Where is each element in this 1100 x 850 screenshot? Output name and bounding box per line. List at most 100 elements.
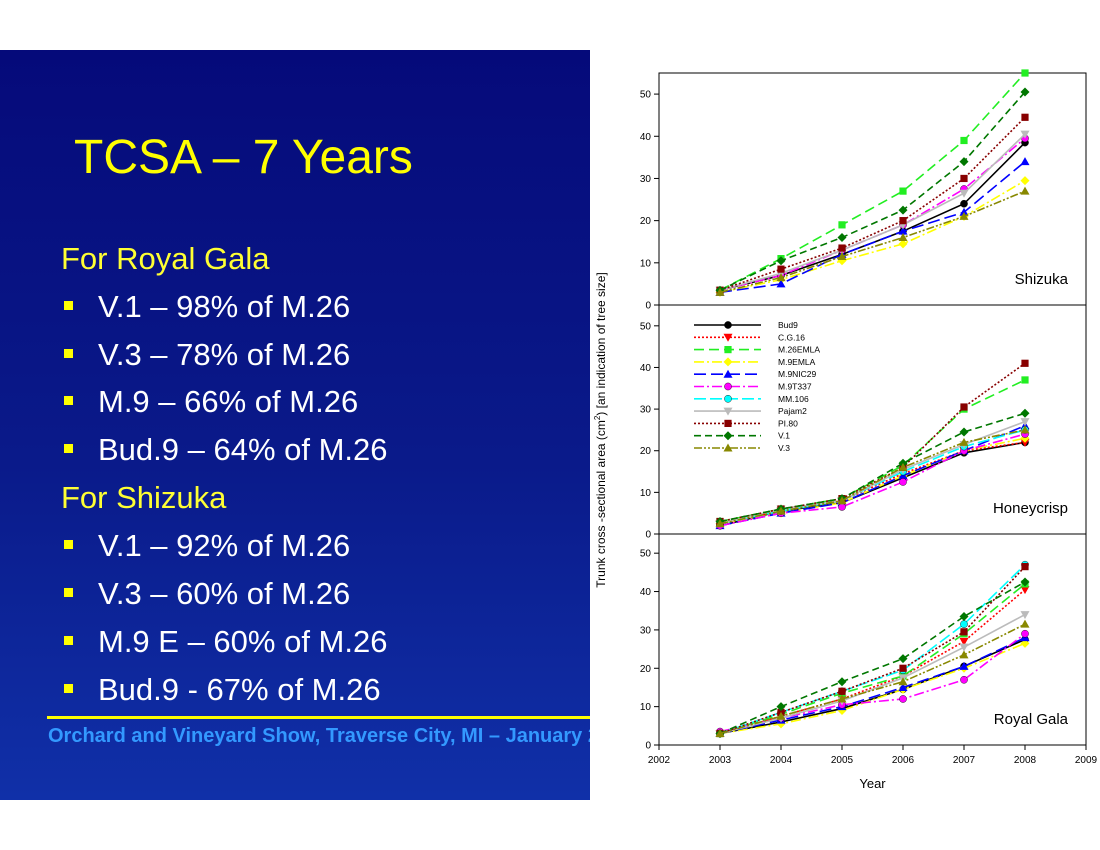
legend-label-m-9nic29: M.9NIC29 [778,369,817,379]
y-tick-label-royal-gala: 20 [640,664,652,675]
series-line-royal-gala-pi-80 [719,566,1026,735]
y-tick-label-shizuka: 20 [640,216,652,227]
data-point-royal-gala-m-9nic29 [959,661,969,670]
y-tick-label-shizuka: 40 [640,132,652,143]
bullet-item: V.1 – 98% of M.26 [64,289,350,325]
x-tick-label: 2004 [770,755,793,766]
data-point-honeycrisp-v-3 [898,462,908,471]
data-point-honeycrisp-pi-80 [1021,359,1029,367]
series-line-royal-gala-v-1 [719,581,1026,735]
data-point-shizuka-v-1 [898,205,908,215]
panel-label-honeycrisp: Honeycrisp [993,500,1068,517]
data-point-royal-gala-m-9t337 [960,675,968,684]
bullet-item: M.9 E – 60% of M.26 [64,624,387,660]
x-tick-label: 2003 [709,755,732,766]
data-point-royal-gala-v-1 [959,611,969,621]
y-tick-label-royal-gala: 40 [640,587,652,598]
legend-marker-c-g-16 [723,333,733,342]
data-point-royal-gala-v-1 [776,702,786,712]
series-line-royal-gala-c-g-16 [719,589,1026,735]
legend-marker-m-9nic29 [723,369,733,378]
bullet-text: V.3 – 60% of M.26 [98,576,351,611]
legend-label-mm-106: MM.106 [778,394,809,404]
data-point-shizuka-m-9nic29 [959,207,969,216]
data-point-shizuka-m-26emla [899,187,907,195]
data-point-shizuka-pajam2 [959,189,969,198]
data-point-royal-gala-m-9t337 [899,695,907,703]
data-point-honeycrisp-v-3 [1020,425,1030,434]
y-tick-label-royal-gala: 30 [640,625,652,636]
data-point-shizuka-m-26emla [1021,69,1029,77]
x-tick-label: 2006 [892,755,915,766]
data-point-shizuka-m-9nic29 [898,226,908,235]
y-tick-label-shizuka: 30 [640,174,652,185]
data-point-royal-gala-mm-106 [960,620,968,628]
series-line-royal-gala-m-26emla [719,583,1026,735]
bullet-text: Bud.9 - 67% of M.26 [98,672,381,707]
data-point-royal-gala-v-1 [1020,577,1030,587]
legend-marker-v-1 [723,431,733,441]
y-tick-label-shizuka: 50 [640,90,652,101]
legend-marker-pajam2 [723,407,733,416]
bullet-item: V.3 – 60% of M.26 [64,576,350,612]
data-point-royal-gala-pi-80 [1021,563,1029,571]
panel-label-shizuka: Shizuka [1015,271,1069,288]
growth-chart: 0 10 20 30 40 50 Shizuka 0 10 20 30 40 50 Honeycrisp 0… [593,69,1098,791]
data-point-royal-gala-m-9emla [1020,638,1030,648]
data-point-royal-gala-v-3 [776,711,786,720]
data-point-shizuka-bud9 [960,199,968,208]
legend-marker-mm-106 [724,394,732,403]
data-point-royal-gala-pi-80 [960,628,968,636]
legend-label-v-3: V.3 [778,443,790,453]
data-point-honeycrisp-v-3 [837,496,847,505]
bullet-square-icon [64,636,73,646]
footer-text: Orchard and Vineyard Show, Traverse City… [48,725,590,747]
data-point-royal-gala-pi-80 [838,687,846,695]
y-tick-label-honeycrisp: 20 [640,446,652,457]
data-point-shizuka-v-3 [1020,186,1030,195]
y-axis-label: Trunk cross -sectional area (cm2) [an in… [593,272,608,587]
bullet-square-icon [64,588,73,598]
bullet-text: Bud.9 – 64% of M.26 [98,432,388,467]
data-point-shizuka-v-3 [837,251,847,260]
panel-label-royal-gala: Royal Gala [994,711,1069,728]
series-line-royal-gala-m-9nic29 [719,636,1026,735]
bullet-item: V.3 – 78% of M.26 [64,337,350,373]
bullet-square-icon [64,540,73,550]
data-point-royal-gala-v-1 [898,654,908,664]
data-point-shizuka-m-26emla [960,136,968,145]
legend-label-m-9emla: M.9EMLA [778,357,816,367]
y-tick-label-royal-gala: 0 [645,741,651,752]
bullet-text: V.1 – 92% of M.26 [98,528,351,563]
legend-marker-m-9t337 [724,382,732,391]
data-point-shizuka-v-3 [715,287,725,296]
bullet-text: M.9 E – 60% of M.26 [98,624,388,659]
series-line-shizuka-pajam2 [719,133,1026,292]
data-point-shizuka-pi-80 [899,217,907,225]
data-point-shizuka-v-1 [837,233,847,243]
x-axis-label: Year [859,776,886,791]
data-point-honeycrisp-v-3 [959,437,969,446]
data-point-honeycrisp-c-g-16 [1020,438,1030,447]
bullet-text: V.3 – 78% of M.26 [98,337,351,372]
data-point-honeycrisp-v-1 [1020,408,1030,418]
series-line-shizuka-v-3 [719,190,1026,294]
data-point-shizuka-pajam2 [1020,130,1030,139]
bullet-item: V.1 – 92% of M.26 [64,528,350,564]
section-heading-shizuka: For Shizuka [61,480,227,515]
series-line-shizuka-m-9emla [719,179,1026,294]
data-point-royal-gala-c-g-16 [1020,586,1030,595]
section-heading-royal-gala: For Royal Gala [61,241,270,276]
data-point-honeycrisp-m-9t337 [899,478,907,486]
data-point-shizuka-v-1 [1020,87,1030,97]
series-line-honeycrisp-pajam2 [719,420,1026,525]
legend-marker-m-9emla [723,357,733,367]
y-tick-label-royal-gala: 10 [640,702,652,713]
y-tick-label-shizuka: 10 [640,258,652,269]
x-tick-label: 2005 [831,755,854,766]
legend-label-v-1: V.1 [778,431,790,441]
data-point-royal-gala-v-3 [715,728,725,737]
data-point-shizuka-m-9emla [1020,176,1030,186]
legend-marker-pi-80 [724,419,732,427]
series-line-honeycrisp-v-3 [719,429,1026,525]
